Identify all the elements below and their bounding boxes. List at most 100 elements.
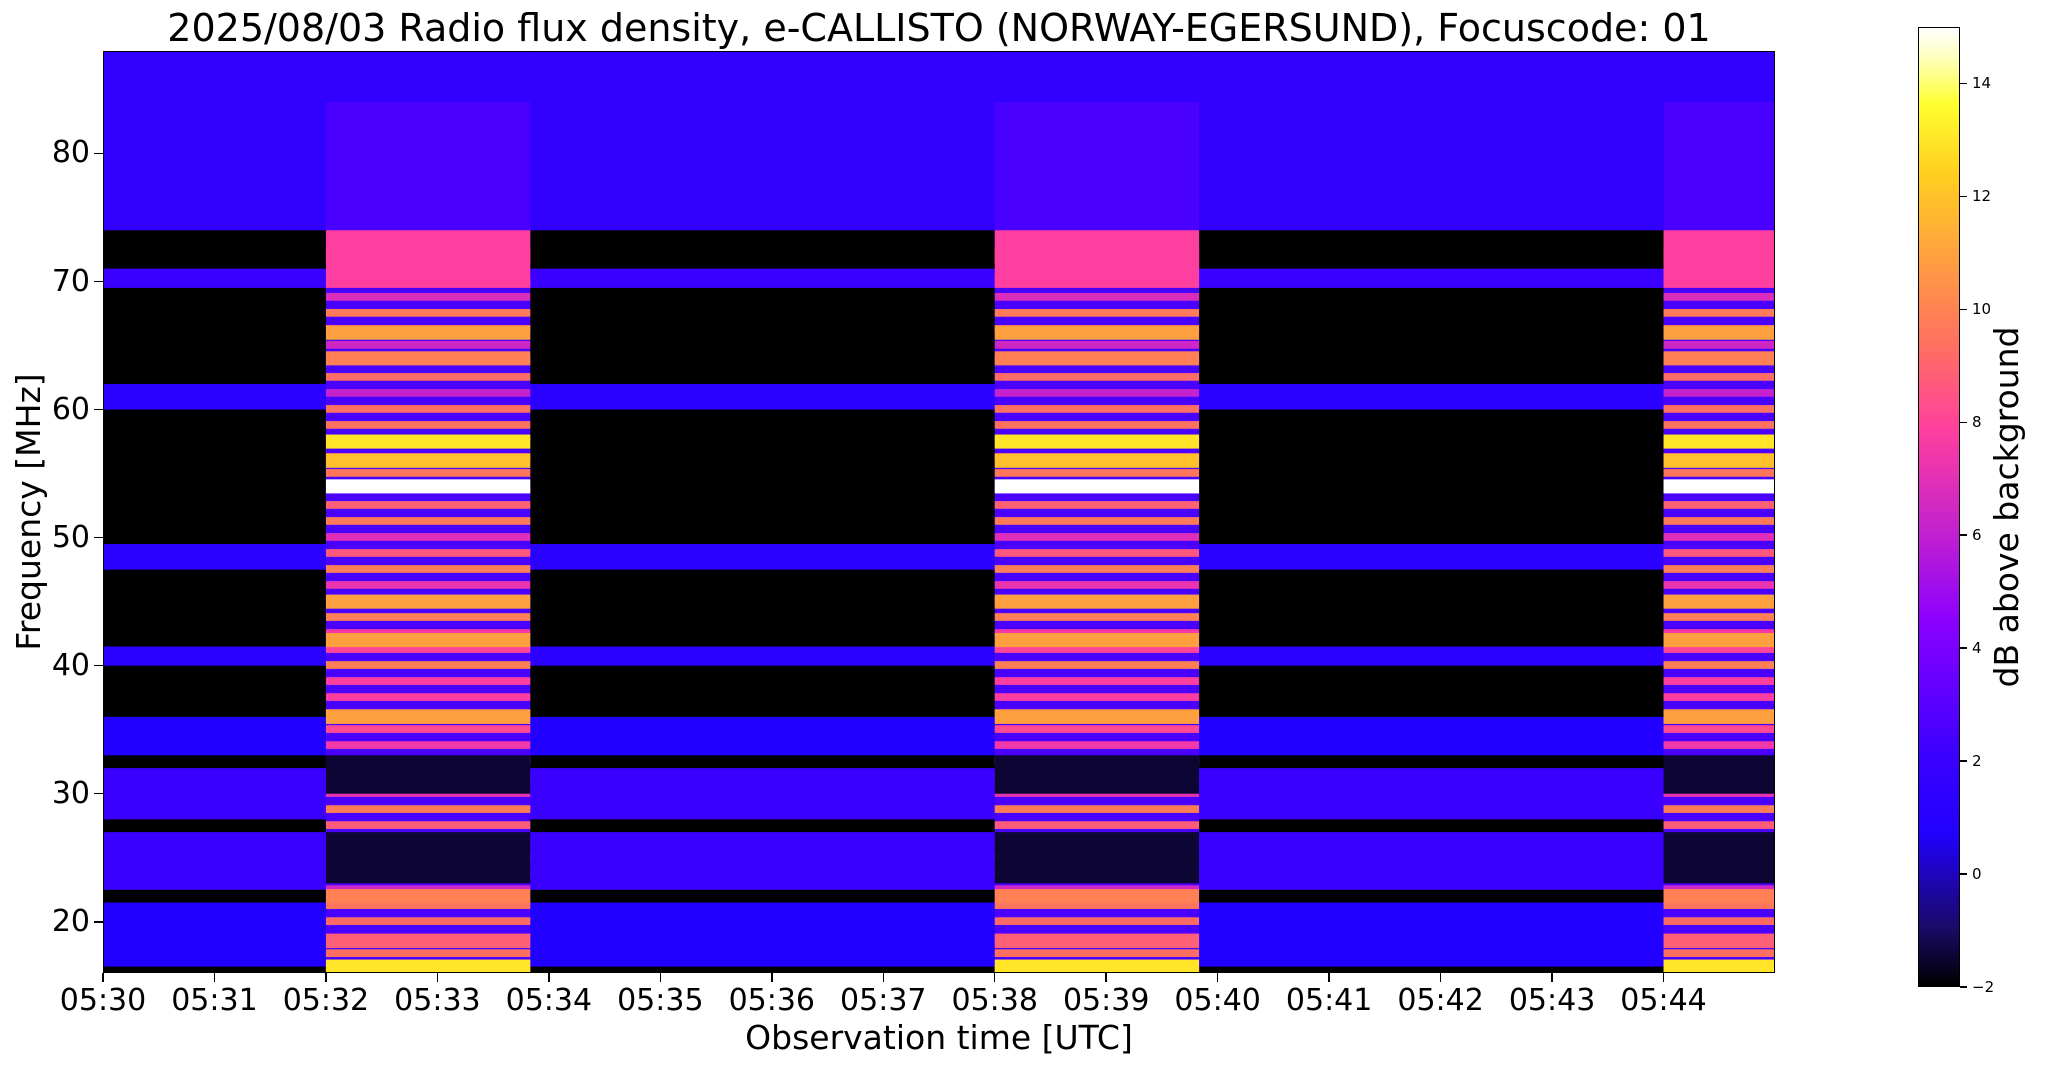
colorbar-tick-mark — [1960, 308, 1967, 311]
x-tick-mark — [1216, 973, 1219, 982]
colorbar-tick-label: 14 — [1972, 74, 1992, 93]
burst-stripe — [994, 501, 1200, 509]
x-tick-label: 05:38 — [951, 983, 1038, 1018]
burst-band — [325, 709, 531, 724]
burst-stripe — [325, 901, 531, 909]
burst-stripe — [994, 533, 1200, 541]
y-tick-label: 40 — [51, 647, 90, 683]
colorbar-tick-label: 10 — [1972, 300, 1992, 319]
burst-stripe — [994, 469, 1200, 477]
burst-band — [994, 479, 1200, 494]
burst-stripe — [994, 821, 1200, 829]
burst-stripe — [325, 693, 531, 701]
burst-stripe — [325, 421, 531, 429]
burst-region — [1663, 51, 1775, 973]
burst-stripe — [325, 821, 531, 829]
burst-band — [325, 959, 531, 973]
burst-upper-band — [994, 230, 1200, 288]
colorbar-label: dB above background — [1987, 326, 2026, 688]
burst-gap — [1663, 755, 1775, 794]
burst-stripe — [325, 725, 531, 733]
burst-stripe — [325, 405, 531, 413]
burst-upper-band — [325, 230, 531, 288]
burst-stripe — [994, 341, 1200, 349]
burst-stripe — [994, 677, 1200, 685]
burst-band — [994, 959, 1200, 973]
colorbar-tick-label: 2 — [1972, 752, 1982, 771]
burst-stripe — [994, 645, 1200, 653]
x-tick-label: 05:37 — [840, 983, 927, 1018]
burst-stripe — [1663, 373, 1775, 381]
burst-stripe — [325, 645, 531, 653]
burst-stripe — [325, 677, 531, 685]
burst-stripe — [1663, 389, 1775, 397]
burst-stripe — [994, 549, 1200, 557]
burst-band — [325, 325, 531, 340]
y-tick-label: 30 — [51, 775, 90, 811]
burst-band — [994, 933, 1200, 949]
burst-top — [1663, 51, 1775, 103]
burst-stripe — [994, 917, 1200, 925]
x-tick-label: 05:36 — [728, 983, 816, 1018]
burst-band — [325, 633, 531, 648]
y-tick-label: 20 — [51, 903, 90, 939]
burst-band — [1663, 434, 1775, 449]
chart-title: 2025/08/03 Radio flux density, e-CALLIST… — [167, 6, 1711, 50]
burst-stripe — [325, 373, 531, 381]
burst-band — [994, 325, 1200, 340]
burst-stripe — [994, 373, 1200, 381]
burst-stripe — [994, 517, 1200, 525]
x-tick-mark — [1551, 973, 1553, 982]
burst-stripe — [1663, 565, 1775, 573]
y-tick-mark — [94, 792, 103, 795]
burst-gap — [1663, 832, 1775, 884]
burst-band — [994, 709, 1200, 724]
burst-top — [325, 51, 531, 103]
x-tick-mark — [993, 973, 996, 982]
colorbar-tick-mark — [1960, 647, 1967, 649]
burst-stripe — [325, 389, 531, 397]
colorbar-tick-mark — [1960, 534, 1967, 536]
spectrogram-heatmap — [103, 51, 1775, 973]
burst-stripe — [1663, 293, 1775, 301]
x-tick-mark — [436, 973, 439, 982]
burst-band — [325, 453, 531, 468]
burst-stripe — [1663, 661, 1775, 669]
burst-stripe — [994, 293, 1200, 301]
burst-band — [1663, 351, 1775, 366]
burst-stripe — [994, 389, 1200, 397]
burst-stripe — [325, 805, 531, 813]
burst-stripe — [994, 725, 1200, 733]
burst-gap — [994, 832, 1200, 884]
x-tick-label: 05:31 — [171, 983, 258, 1018]
x-tick-mark — [548, 973, 550, 982]
burst-stripe — [1663, 517, 1775, 525]
colorbar-tick-mark — [1960, 421, 1967, 424]
burst-stripe — [325, 293, 531, 301]
y-tick-mark — [94, 921, 103, 923]
x-tick-label: 05:42 — [1397, 983, 1484, 1018]
burst-stripe — [1663, 741, 1775, 749]
burst-region — [994, 51, 1200, 973]
burst-stripe — [994, 405, 1200, 413]
burst-band — [325, 594, 531, 609]
x-tick-mark — [771, 973, 773, 982]
burst-stripe — [994, 693, 1200, 701]
plot-area — [103, 51, 1775, 973]
burst-stripe — [1663, 821, 1775, 829]
burst-band — [1663, 959, 1775, 973]
burst-stripe — [325, 661, 531, 669]
burst-stripe — [1663, 805, 1775, 813]
x-tick-mark — [1105, 973, 1107, 982]
burst-band — [994, 633, 1200, 648]
burst-stripe — [994, 309, 1200, 317]
burst-stripe — [994, 805, 1200, 813]
burst-stripe — [325, 613, 531, 621]
burst-stripe — [1663, 405, 1775, 413]
burst-stripe — [994, 901, 1200, 909]
burst-stripe — [325, 581, 531, 589]
y-tick-label: 50 — [51, 519, 90, 555]
burst-stripe — [1663, 917, 1775, 925]
burst-stripe — [1663, 501, 1775, 509]
colorbar-tick-label: 0 — [1972, 865, 1982, 884]
